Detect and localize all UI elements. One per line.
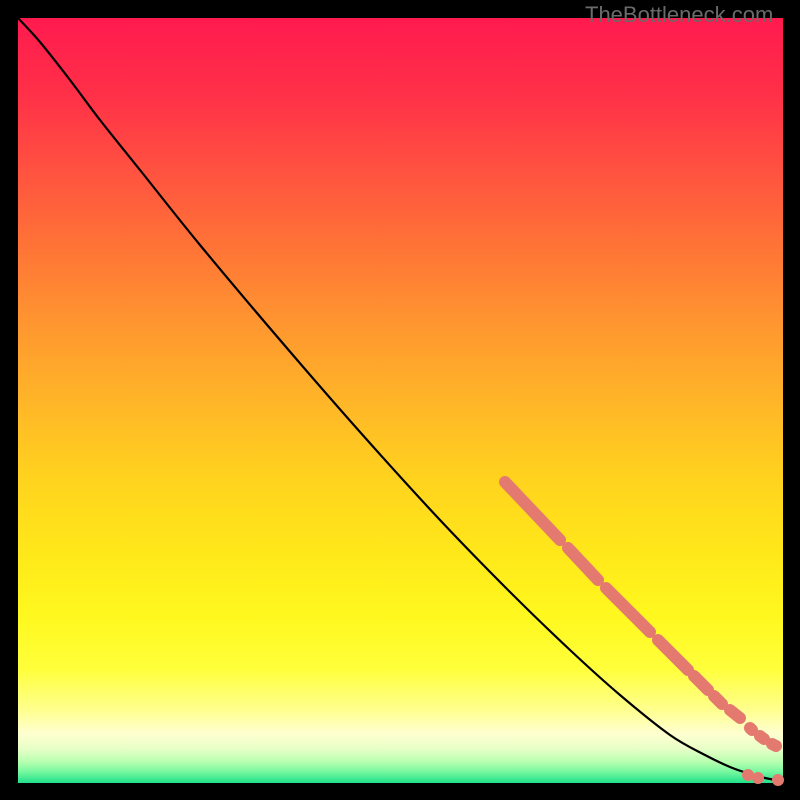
highlight-segment xyxy=(750,728,752,730)
highlight-segment xyxy=(730,710,740,718)
highlight-dot xyxy=(752,772,764,784)
highlight-segment xyxy=(714,696,722,704)
outer-frame: TheBottleneck.com xyxy=(0,0,800,800)
highlight-segment xyxy=(760,736,764,739)
chart-area xyxy=(0,0,800,800)
highlight-segment xyxy=(772,744,776,746)
watermark-text: TheBottleneck.com xyxy=(585,2,773,28)
plot-background xyxy=(18,18,783,783)
highlight-dot xyxy=(772,774,784,786)
